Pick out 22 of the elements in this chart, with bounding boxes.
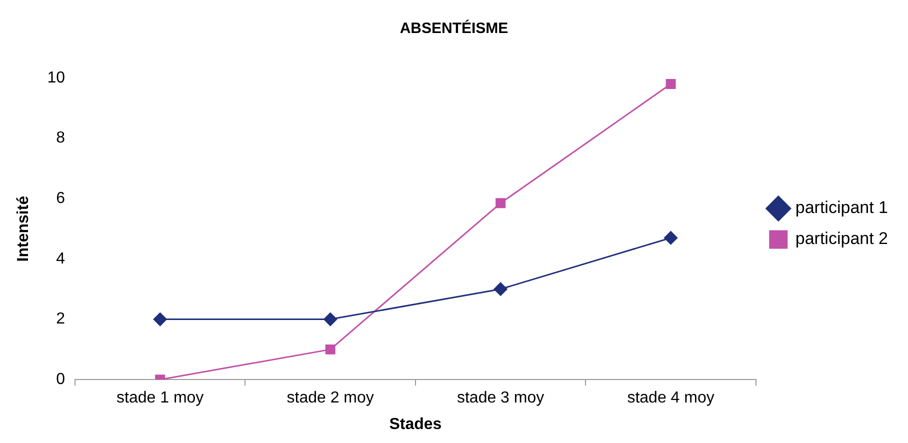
point [664, 231, 678, 245]
point [324, 312, 338, 326]
x-tick-label: stade 4 moy [627, 390, 714, 407]
y-tick-label: 2 [56, 310, 66, 328]
legend-label: participant 2 [795, 229, 888, 248]
chart-title: ABSENTÉISME [400, 19, 508, 38]
x-tick-label: stade 1 moy [116, 390, 204, 407]
point [494, 282, 508, 296]
y-tick-label: 0 [56, 371, 66, 388]
y-axis-title: Intensité [15, 196, 32, 262]
x-tick-label: stade 3 moy [456, 390, 544, 407]
y-tick-label: 4 [56, 250, 66, 268]
y-tick-label: 10 [47, 69, 66, 86]
y-tick-label: 6 [56, 190, 66, 208]
x-tick-label: stade 2 moy [286, 390, 374, 407]
point [325, 344, 336, 354]
x-axis-title: Stades [389, 416, 442, 433]
point [153, 312, 167, 326]
y-tick-label: 8 [56, 130, 66, 147]
legend-label: participant 1 [795, 198, 888, 218]
point [666, 79, 676, 90]
point [496, 198, 506, 208]
